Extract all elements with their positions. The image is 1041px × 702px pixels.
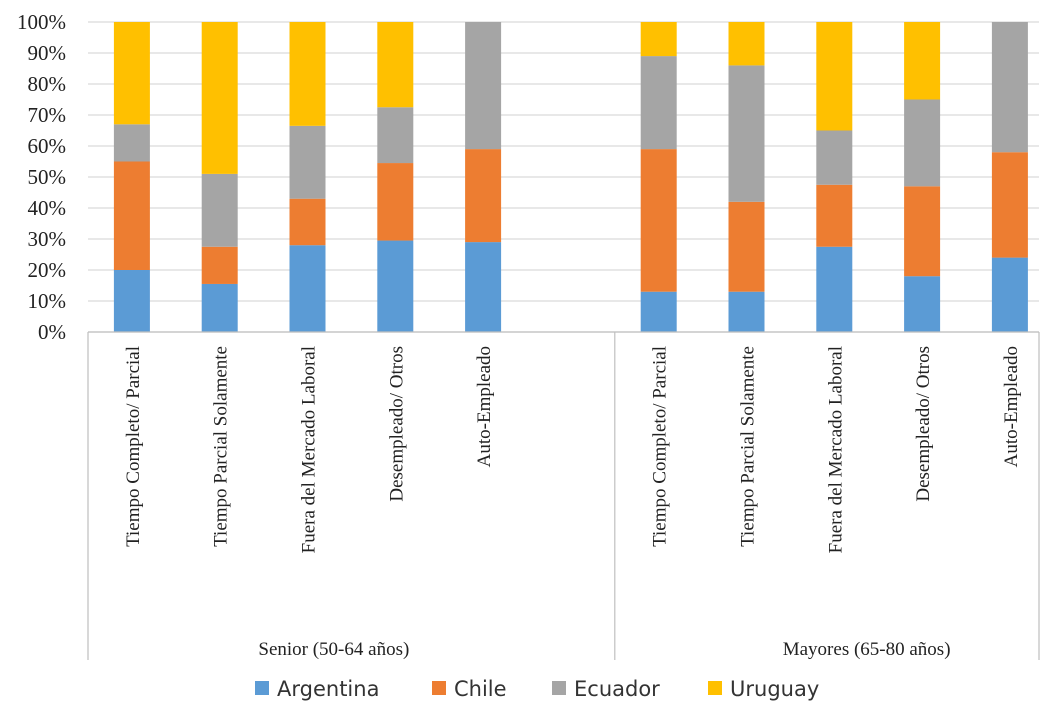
y-tick-label: 100% [17, 10, 66, 34]
x-category-label: Auto-Empleado [1001, 346, 1022, 467]
bar-segment-uruguay [728, 22, 765, 66]
bar-segment-ecuador [465, 22, 502, 150]
legend-label: Ecuador [574, 677, 660, 701]
bar-segment-uruguay [377, 22, 414, 108]
bar-segment-chile [377, 163, 414, 241]
bar-segment-uruguay [640, 22, 677, 57]
bar-segment-chile [640, 149, 677, 292]
y-tick-label: 0% [38, 320, 66, 344]
y-axis-tick-labels: 0% 10% 20% 30% 40% 50% 60% 70% 80% 90% 100% [17, 10, 66, 344]
bar-segment-ecuador [728, 65, 765, 202]
legend-swatch-chile [432, 681, 446, 695]
y-tick-label: 20% [28, 258, 67, 282]
legend-label: Uruguay [730, 677, 819, 701]
bar-segment-chile [816, 184, 853, 247]
bar-segment-argentina [904, 276, 941, 332]
bar-segment-argentina [289, 245, 326, 332]
y-tick-label: 50% [28, 165, 67, 189]
bar-segment-chile [991, 152, 1028, 258]
x-category-label: Auto-Empleado [474, 346, 495, 467]
bar-segment-argentina [113, 270, 150, 332]
bar-segment-argentina [728, 291, 765, 332]
y-tick-label: 10% [28, 289, 67, 313]
bar-segment-ecuador [991, 22, 1028, 153]
x-category-label: Fuera del Mercado Laboral [825, 346, 846, 553]
bar-segment-ecuador [289, 125, 326, 199]
bar-segment-uruguay [201, 22, 238, 174]
bar-segment-ecuador [904, 99, 941, 187]
x-axis-group-labels: Senior (50-64 años) Mayores (65-80 años) [258, 639, 950, 660]
bar-segment-uruguay [816, 22, 853, 131]
legend-swatch-argentina [255, 681, 269, 695]
legend-label: Chile [454, 677, 507, 701]
y-tick-label: 60% [28, 134, 67, 158]
bars [113, 22, 1028, 332]
bar-segment-chile [728, 201, 765, 292]
x-category-label: Tiempo Parcial Solamente [738, 346, 759, 547]
y-tick-label: 40% [28, 196, 67, 220]
x-group-label: Mayores (65-80 años) [783, 639, 951, 660]
y-tick-label: 90% [28, 41, 67, 65]
bar-segment-uruguay [289, 22, 326, 126]
x-category-label: Desempleado/ Otros [386, 346, 407, 502]
y-tick-label: 30% [28, 227, 67, 251]
x-group-label: Senior (50-64 años) [258, 639, 409, 660]
bar-segment-argentina [465, 242, 502, 332]
legend-label: Argentina [277, 677, 379, 701]
y-tick-label: 80% [28, 72, 67, 96]
bar-segment-ecuador [113, 124, 150, 162]
legend-swatch-ecuador [552, 681, 566, 695]
bar-segment-uruguay [113, 22, 150, 125]
bar-segment-argentina [377, 240, 414, 332]
bar-segment-argentina [816, 246, 853, 332]
bar-segment-chile [113, 161, 150, 270]
bar-segment-argentina [201, 283, 238, 332]
bar-segment-uruguay [904, 22, 941, 100]
bar-segment-ecuador [816, 130, 853, 185]
x-category-label: Tiempo Parcial Solamente [211, 346, 232, 547]
bar-segment-chile [465, 149, 502, 243]
bar-segment-argentina [640, 291, 677, 332]
x-category-label: Fuera del Mercado Laboral [299, 346, 320, 553]
x-category-label: Tiempo Completo/ Parcial [123, 346, 144, 547]
x-category-label: Desempleado/ Otros [913, 346, 934, 502]
bar-segment-chile [201, 246, 238, 284]
gridlines [88, 21, 1039, 333]
x-axis-category-labels: Tiempo Completo/ Parcial Tiempo Parcial S… [123, 346, 1022, 553]
bar-segment-ecuador [377, 107, 414, 164]
x-category-label: Tiempo Completo/ Parcial [650, 346, 671, 547]
bar-segment-argentina [991, 257, 1028, 332]
legend: Argentina Chile Ecuador Uruguay [255, 677, 819, 701]
bar-segment-ecuador [201, 173, 238, 247]
y-tick-label: 70% [28, 103, 67, 127]
legend-swatch-uruguay [708, 681, 722, 695]
bar-segment-chile [289, 198, 326, 246]
bar-segment-ecuador [640, 56, 677, 150]
axes [87, 331, 1040, 660]
bar-segment-chile [904, 186, 941, 277]
